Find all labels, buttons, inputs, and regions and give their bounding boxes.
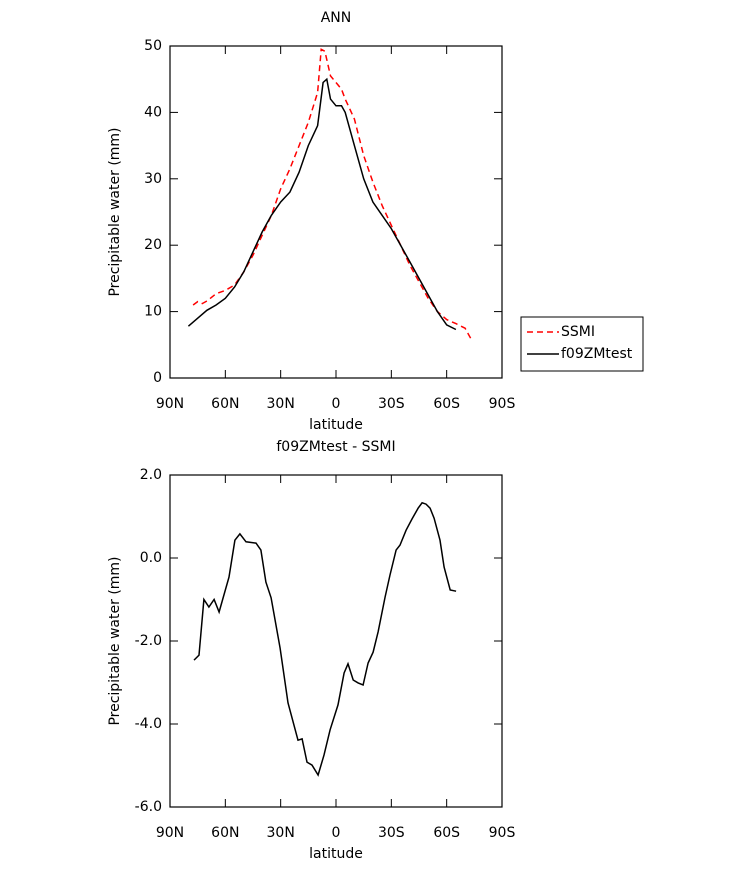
- legend-label: SSMI: [561, 324, 595, 340]
- x-tick-label: 0: [332, 825, 341, 841]
- x-axis-label: latitude: [309, 846, 363, 862]
- y-tick-label: 30: [144, 171, 162, 187]
- y-tick-label: 10: [144, 304, 162, 320]
- y-axis-label: Precipitable water (mm): [107, 127, 123, 296]
- x-tick-label: 30N: [267, 396, 295, 412]
- x-tick-label: 60N: [211, 825, 239, 841]
- x-tick-label: 30N: [267, 825, 295, 841]
- x-axis-label: latitude: [309, 417, 363, 433]
- x-tick-label: 90N: [156, 825, 184, 841]
- y-tick-label: 0.0: [140, 550, 162, 566]
- x-tick-label: 30S: [378, 396, 405, 412]
- y-tick-label: -6.0: [135, 799, 162, 815]
- data-line: [193, 501, 457, 777]
- y-tick-label: -4.0: [135, 716, 162, 732]
- x-tick-label: 90S: [489, 825, 516, 841]
- y-tick-label: 0: [153, 370, 162, 386]
- x-tick-label: 90N: [156, 396, 184, 412]
- chart-title: f09ZMtest - SSMI: [276, 439, 395, 455]
- legend-label: f09ZMtest: [561, 346, 633, 362]
- x-tick-label: 60S: [433, 396, 460, 412]
- chart-title: ANN: [321, 10, 352, 26]
- data-line: [187, 77, 457, 331]
- x-tick-label: 60N: [211, 396, 239, 412]
- x-tick-label: 0: [332, 396, 341, 412]
- x-tick-label: 30S: [378, 825, 405, 841]
- y-axis-label: Precipitable water (mm): [107, 556, 123, 725]
- y-tick-label: 20: [144, 237, 162, 253]
- x-tick-label: 90S: [489, 396, 516, 412]
- x-tick-label: 60S: [433, 825, 460, 841]
- legend-box: [520, 316, 644, 372]
- y-tick-label: 50: [144, 38, 162, 54]
- y-tick-label: -2.0: [135, 633, 162, 649]
- y-tick-label: 40: [144, 104, 162, 120]
- y-tick-label: 2.0: [140, 467, 162, 483]
- plot-frame: [169, 474, 503, 808]
